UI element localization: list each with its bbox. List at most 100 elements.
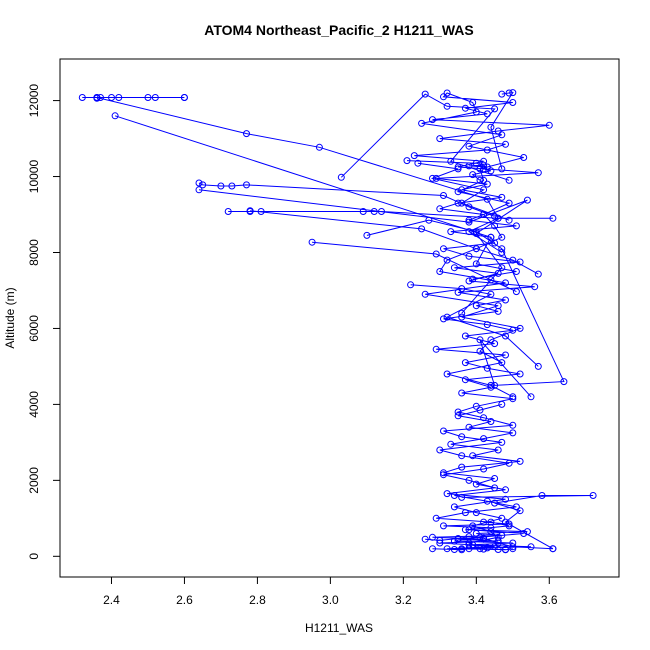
series-line <box>114 115 517 280</box>
data-point <box>243 181 250 189</box>
data-point <box>246 207 254 215</box>
data-point <box>443 370 451 378</box>
data-point <box>538 492 546 499</box>
data-point <box>458 546 466 554</box>
data-point <box>502 518 509 526</box>
data-point <box>454 412 462 420</box>
data-point <box>472 260 480 268</box>
series-12 <box>363 216 568 401</box>
series-line <box>96 97 503 253</box>
y-tick-label: 6000 <box>27 315 41 342</box>
data-point <box>534 169 542 177</box>
series-line <box>198 189 528 314</box>
data-point <box>498 438 506 446</box>
series-line <box>406 160 492 181</box>
data-point <box>502 486 509 494</box>
data-point <box>472 402 480 410</box>
data-point <box>465 252 473 260</box>
y-tick-label: 10000 <box>27 160 41 194</box>
series-line <box>312 241 517 293</box>
data-point <box>465 526 473 534</box>
data-point <box>483 544 491 552</box>
data-point <box>502 296 509 304</box>
y-tick-label: 4000 <box>27 391 41 418</box>
data-point <box>440 427 447 435</box>
data-point <box>480 176 488 184</box>
data-point <box>483 497 491 505</box>
x-tick-label: 3.0 <box>322 593 339 607</box>
data-point <box>505 216 513 224</box>
data-point <box>425 216 433 224</box>
data-point <box>429 174 436 182</box>
data-point <box>469 275 477 283</box>
data-point <box>440 471 447 479</box>
y-tick-label: 8000 <box>27 239 41 266</box>
series-line <box>340 93 510 181</box>
x-axis: 2.4 2.6 2.8 3.0 3.2 3.4 3.6 <box>103 576 558 607</box>
data-point <box>498 514 506 522</box>
series-line <box>461 495 594 550</box>
data-point <box>450 264 458 272</box>
data-point <box>458 493 466 501</box>
y-axis: 0 2000 4000 6000 8000 10000 12000 <box>27 84 61 560</box>
data-point <box>494 302 502 310</box>
y-axis-label: Altitude (m) <box>3 287 17 348</box>
data-point <box>440 315 447 323</box>
data-point <box>494 446 502 454</box>
data-point <box>483 321 491 329</box>
data-point <box>498 359 506 367</box>
data-point <box>494 214 502 222</box>
data-point <box>509 429 517 437</box>
data-point <box>472 108 480 116</box>
series-7 <box>195 179 499 220</box>
x-tick-label: 3.2 <box>395 593 412 607</box>
data-point <box>432 345 440 353</box>
data-point <box>443 313 451 321</box>
data-point <box>472 530 480 537</box>
x-tick-label: 3.4 <box>468 593 485 607</box>
data-point <box>483 163 491 171</box>
data-point <box>491 381 499 389</box>
data-point <box>531 283 539 291</box>
data-point <box>440 522 447 530</box>
data-point <box>436 536 444 544</box>
data-point <box>440 245 447 253</box>
data-point <box>458 389 466 397</box>
series-10 <box>246 207 542 278</box>
data-point <box>421 290 429 298</box>
data-point <box>509 89 517 97</box>
data-point <box>509 99 517 106</box>
data-point <box>469 171 477 179</box>
data-point <box>498 531 506 539</box>
series-16 <box>458 492 597 553</box>
data-point <box>469 541 477 549</box>
data-point <box>472 228 480 236</box>
data-point <box>465 476 473 484</box>
data-point <box>432 250 440 258</box>
data-point <box>487 290 495 298</box>
data-point <box>458 463 466 471</box>
data-point <box>487 336 495 344</box>
series-2 <box>78 94 188 102</box>
data-point <box>315 143 323 151</box>
data-point <box>461 359 469 367</box>
data-point <box>243 130 250 138</box>
data-point <box>505 89 513 97</box>
data-point <box>480 161 488 169</box>
data-point <box>472 245 480 253</box>
series-line <box>410 284 539 367</box>
data-point <box>78 94 86 101</box>
data-point <box>469 99 477 106</box>
data-point <box>115 94 123 101</box>
data-point <box>432 514 440 522</box>
data-point <box>363 231 371 239</box>
series-line <box>250 210 539 275</box>
series-line <box>414 92 550 550</box>
data-point <box>458 199 466 207</box>
data-point <box>436 446 444 454</box>
data-point <box>560 378 568 386</box>
data-point <box>418 225 426 233</box>
data-point <box>498 131 506 139</box>
data-point <box>483 364 491 372</box>
data-point <box>337 173 345 181</box>
